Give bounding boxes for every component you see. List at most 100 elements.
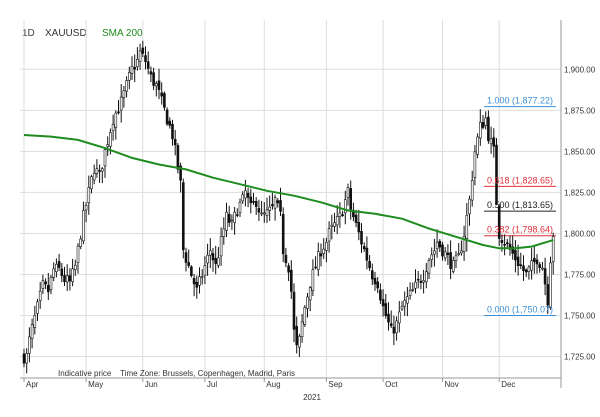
- candle-body: [182, 182, 185, 251]
- candle-body: [322, 248, 326, 254]
- candle-body: [395, 320, 398, 334]
- candle-body: [219, 235, 223, 257]
- candle-body: [109, 132, 112, 147]
- candle-body: [284, 254, 288, 264]
- candle-body: [130, 65, 134, 74]
- candle-body: [314, 266, 317, 269]
- candle-body: [254, 201, 258, 207]
- candle-body: [111, 124, 115, 132]
- x-axis: Apr May Jun Jul Aug Sep Oct Nov Dec: [23, 378, 515, 389]
- candle-body: [381, 299, 385, 307]
- fibonacci-level-label: 0.500 (1,813.65): [487, 200, 553, 210]
- candle-body: [546, 284, 550, 306]
- candle-body: [190, 266, 193, 276]
- candle-body: [451, 260, 455, 272]
- candle-body: [473, 151, 477, 178]
- candle-body: [82, 210, 85, 242]
- candle-body: [505, 242, 509, 244]
- candle-body: [376, 281, 380, 289]
- fibonacci-level-label: 0.000 (1,750.07): [487, 304, 553, 314]
- footer-note: Indicative price Time Zone: Brussels, Co…: [58, 369, 295, 378]
- candle-body: [90, 176, 93, 190]
- candle-body: [468, 198, 471, 215]
- candle-body: [144, 55, 147, 63]
- candle-body: [74, 264, 77, 271]
- candle-body: [487, 116, 490, 141]
- candle-body: [136, 59, 139, 67]
- candle-body: [246, 192, 250, 198]
- candle-body: [308, 287, 312, 301]
- candle-body: [49, 276, 53, 290]
- candle-body: [352, 209, 355, 218]
- candle-body: [300, 321, 304, 338]
- candle-body: [149, 71, 153, 75]
- candle-body: [227, 213, 231, 223]
- candle-body: [55, 263, 58, 273]
- candle-body: [68, 275, 72, 282]
- candle-body: [368, 261, 371, 269]
- symbol-label: XAUUSD: [45, 28, 87, 39]
- candle-body: [103, 149, 107, 167]
- candle-body: [298, 335, 301, 348]
- candle-body: [60, 268, 64, 277]
- candle-body: [276, 200, 280, 204]
- candle-body: [338, 212, 342, 217]
- candle-body: [44, 281, 47, 285]
- candle-body: [252, 201, 255, 203]
- candle-body: [160, 92, 163, 97]
- candle-body: [171, 123, 174, 140]
- candle-body: [532, 258, 536, 262]
- x-tick-label: Apr: [26, 380, 39, 389]
- candle-body: [522, 265, 525, 271]
- candle-body: [387, 313, 390, 323]
- candle-body: [95, 168, 99, 174]
- candle-body: [416, 278, 420, 281]
- candle-body: [327, 228, 331, 242]
- candle-body: [119, 96, 123, 111]
- candle-body: [28, 336, 31, 354]
- candle-body: [419, 280, 423, 283]
- candle-body: [422, 280, 425, 283]
- candle-body: [241, 194, 244, 202]
- candle-body: [384, 303, 388, 316]
- y-tick-label: 1,900.00: [564, 65, 596, 74]
- candle-body: [435, 241, 439, 249]
- candle-body: [79, 238, 82, 247]
- y-tick-label: 1,725.00: [564, 353, 596, 362]
- candle-body: [492, 137, 496, 147]
- candle-body: [179, 165, 182, 181]
- candle-body: [424, 271, 428, 283]
- candle-body: [489, 138, 493, 145]
- y-tick-label: 1,825.00: [564, 188, 596, 197]
- candle-body: [187, 262, 190, 266]
- x-tick-label: Jul: [207, 380, 217, 389]
- fibonacci-level-label: 0.618 (1,828.65): [487, 175, 553, 185]
- candle-body: [330, 224, 334, 227]
- candle-body: [433, 250, 436, 255]
- candle-body: [349, 188, 353, 210]
- candle-body: [125, 80, 128, 92]
- candle-body: [430, 254, 434, 260]
- candle-body: [155, 83, 158, 87]
- candle-body: [268, 206, 272, 211]
- candle-body: [273, 197, 277, 209]
- candle-body: [211, 253, 215, 261]
- candle-body: [265, 209, 269, 216]
- y-tick-label: 1,750.00: [564, 312, 596, 321]
- candle-body: [92, 173, 96, 181]
- candle-body: [457, 253, 461, 256]
- candle-body: [443, 251, 447, 259]
- x-tick-label: Jun: [145, 380, 158, 389]
- fibonacci-labels: 1.000 (1,877.22) 0.618 (1,828.65) 0.500 (1…: [487, 96, 553, 315]
- candle-body: [357, 221, 361, 233]
- candle-body: [225, 211, 228, 231]
- candle-body: [117, 111, 120, 114]
- candle-body: [203, 265, 207, 276]
- year-label: 2021: [303, 393, 321, 402]
- candle-body: [414, 281, 417, 289]
- candle-body: [25, 353, 29, 364]
- candle-body: [476, 136, 479, 155]
- candle-body: [222, 228, 226, 237]
- candle-body: [543, 268, 547, 285]
- candle-body: [22, 353, 26, 364]
